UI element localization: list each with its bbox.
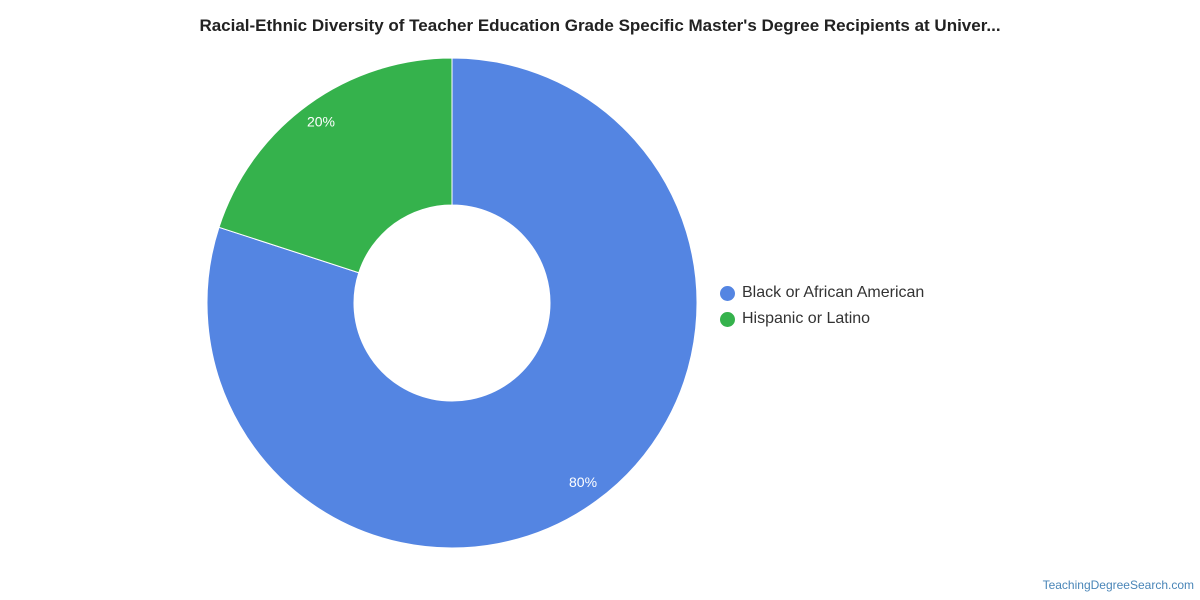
legend-item-black-or-african-american[interactable]: Black or African American (720, 280, 924, 306)
donut-slice-hispanic-or-latino[interactable] (218, 57, 453, 274)
legend-item-hispanic-or-latino[interactable]: Hispanic or Latino (720, 306, 924, 332)
source-credit-link[interactable]: TeachingDegreeSearch.com (1042, 578, 1194, 592)
slice-label-hispanic-or-latino: 20% (307, 113, 335, 129)
legend-swatch-hispanic-or-latino (720, 311, 735, 327)
chart-legend: Black or African American Hispanic or La… (720, 280, 924, 332)
donut-slice-labels: 80% 20% (307, 113, 597, 490)
legend-label-black-or-african-american: Black or African American (742, 284, 925, 301)
chart-title: Racial-Ethnic Diversity of Teacher Educa… (199, 16, 1001, 35)
donut-slices (206, 57, 698, 549)
slice-label-black-or-african-american: 80% (569, 474, 597, 490)
donut-slice-black-or-african-american[interactable] (206, 57, 698, 549)
legend-swatch-black-or-african-american (720, 285, 735, 301)
legend-label-hispanic-or-latino: Hispanic or Latino (742, 310, 871, 327)
